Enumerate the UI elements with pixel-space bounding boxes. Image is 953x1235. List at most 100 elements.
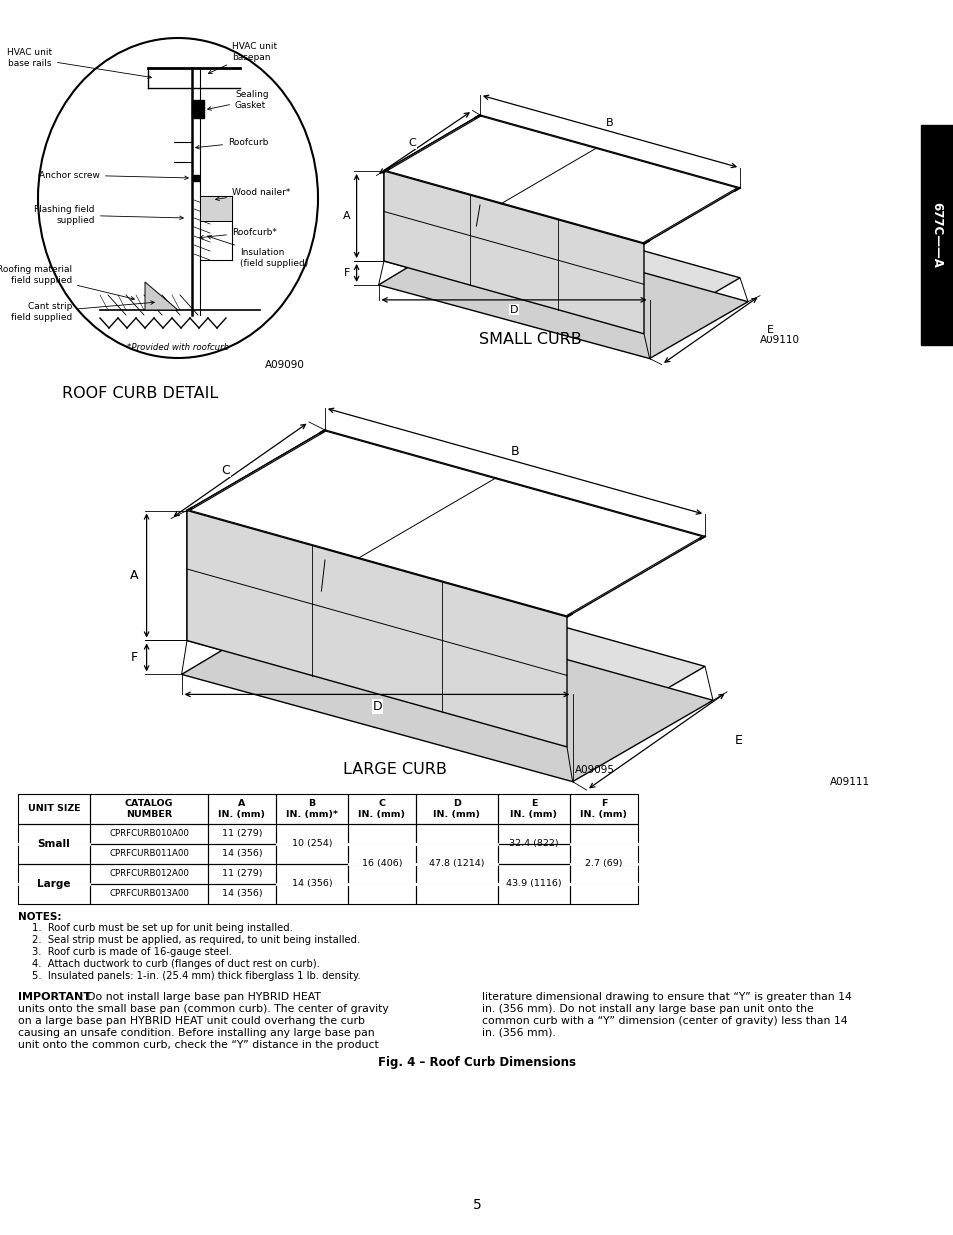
Bar <box>416 824 497 844</box>
Bar <box>18 844 90 864</box>
Text: C
IN. (mm): C IN. (mm) <box>358 799 405 819</box>
Text: in. (356 mm).: in. (356 mm). <box>481 1028 556 1037</box>
Text: 16 (406): 16 (406) <box>361 860 402 868</box>
Bar <box>90 844 208 864</box>
Text: A09111: A09111 <box>829 777 869 787</box>
Text: Roofcurb: Roofcurb <box>195 137 268 149</box>
Text: Sealing
Gasket: Sealing Gasket <box>208 90 269 110</box>
Bar <box>569 844 638 864</box>
Polygon shape <box>384 170 643 333</box>
Text: E
IN. (mm): E IN. (mm) <box>510 799 557 819</box>
Text: 5: 5 <box>472 1198 481 1212</box>
Bar <box>920 125 953 345</box>
Text: in. (356 mm). Do not install any large base pan unit onto the: in. (356 mm). Do not install any large b… <box>481 1004 813 1014</box>
Text: common curb with a “Y” dimension (center of gravity) less than 14: common curb with a “Y” dimension (center… <box>481 1016 846 1026</box>
Text: A09110: A09110 <box>760 335 800 345</box>
Bar <box>200 196 232 221</box>
Bar <box>348 884 416 904</box>
Text: CPRFCURB012A00: CPRFCURB012A00 <box>109 869 189 878</box>
Bar <box>497 884 569 904</box>
Text: HVAC unit
basepan: HVAC unit basepan <box>208 42 276 74</box>
Bar <box>569 794 638 824</box>
Text: Flashing field
supplied: Flashing field supplied <box>34 205 183 225</box>
Text: F: F <box>131 651 138 664</box>
Bar <box>208 794 275 824</box>
Text: Roofcurb*: Roofcurb* <box>199 227 276 240</box>
Text: F
IN. (mm): F IN. (mm) <box>579 799 627 819</box>
Polygon shape <box>384 115 740 243</box>
Text: A09090: A09090 <box>265 359 305 370</box>
Text: *Provided with roofcurb: *Provided with roofcurb <box>127 343 229 352</box>
Text: CPRFCURB013A00: CPRFCURB013A00 <box>109 889 189 899</box>
Bar <box>569 824 638 844</box>
Text: Fig. 4 – Roof Curb Dimensions: Fig. 4 – Roof Curb Dimensions <box>377 1056 576 1070</box>
Text: E: E <box>735 735 742 747</box>
Text: B
IN. (mm)*: B IN. (mm)* <box>286 799 337 819</box>
Bar <box>90 824 208 844</box>
Polygon shape <box>378 226 747 358</box>
Polygon shape <box>384 205 740 333</box>
Bar <box>348 794 416 824</box>
Text: Wood nailer*: Wood nailer* <box>215 188 290 200</box>
Text: 14 (356): 14 (356) <box>221 850 262 858</box>
Bar <box>90 864 208 884</box>
Text: ROOF CURB DETAIL: ROOF CURB DETAIL <box>62 385 218 400</box>
Text: D
IN. (mm): D IN. (mm) <box>433 799 480 819</box>
Text: 677C——A: 677C——A <box>929 203 943 268</box>
Bar <box>416 864 497 884</box>
Text: units onto the small base pan (common curb). The center of gravity: units onto the small base pan (common cu… <box>18 1004 388 1014</box>
Text: CPRFCURB011A00: CPRFCURB011A00 <box>109 850 189 858</box>
Bar <box>208 824 275 844</box>
Polygon shape <box>187 430 325 641</box>
Bar <box>208 884 275 904</box>
Polygon shape <box>181 592 712 782</box>
Bar <box>348 844 416 864</box>
Text: : Do not install large base pan HYBRID HEAT: : Do not install large base pan HYBRID H… <box>80 992 320 1002</box>
Bar <box>275 884 348 904</box>
Bar <box>348 824 416 844</box>
Text: LARGE CURB: LARGE CURB <box>343 762 446 778</box>
Text: literature dimensional drawing to ensure that “Y” is greater than 14: literature dimensional drawing to ensure… <box>481 992 851 1002</box>
Bar <box>416 844 497 864</box>
Bar <box>569 864 638 884</box>
Text: 10 (254): 10 (254) <box>292 840 332 848</box>
Bar <box>18 884 90 904</box>
Bar <box>192 100 204 119</box>
Bar <box>497 824 569 844</box>
Bar <box>275 864 348 884</box>
Polygon shape <box>190 431 701 616</box>
Polygon shape <box>187 559 704 747</box>
Bar <box>348 864 416 884</box>
Text: 32.4 (822): 32.4 (822) <box>509 840 558 848</box>
Bar <box>275 844 348 864</box>
Text: A: A <box>131 569 139 582</box>
Text: 43.9 (1116): 43.9 (1116) <box>506 879 561 888</box>
Text: 1.  Roof curb must be set up for unit being installed.: 1. Roof curb must be set up for unit bei… <box>32 923 293 932</box>
Polygon shape <box>384 115 479 261</box>
Text: Cant strip
field supplied: Cant strip field supplied <box>10 301 154 321</box>
Text: 4.  Attach ductwork to curb (flanges of duct rest on curb).: 4. Attach ductwork to curb (flanges of d… <box>32 960 319 969</box>
Text: UNIT SIZE: UNIT SIZE <box>28 804 80 814</box>
Text: Small: Small <box>37 839 71 848</box>
Text: Roofing material
field supplied: Roofing material field supplied <box>0 266 134 300</box>
Bar <box>90 794 208 824</box>
Polygon shape <box>387 116 737 242</box>
Text: A
IN. (mm): A IN. (mm) <box>218 799 265 819</box>
Bar <box>275 794 348 824</box>
Bar <box>569 884 638 904</box>
Bar <box>497 864 569 884</box>
Bar <box>18 864 90 884</box>
Text: 2.  Seal strip must be applied, as required, to unit being installed.: 2. Seal strip must be applied, as requir… <box>32 935 360 945</box>
Text: 14 (356): 14 (356) <box>292 879 332 888</box>
Text: C: C <box>408 138 416 148</box>
Bar <box>275 824 348 844</box>
Text: B: B <box>605 119 613 128</box>
Text: 14 (356): 14 (356) <box>221 889 262 899</box>
Text: on a large base pan HYBRID HEAT unit could overhang the curb: on a large base pan HYBRID HEAT unit cou… <box>18 1016 365 1026</box>
Text: causing an unsafe condition. Before installing any large base pan: causing an unsafe condition. Before inst… <box>18 1028 375 1037</box>
Bar <box>416 884 497 904</box>
Text: HVAC unit
base rails: HVAC unit base rails <box>7 48 152 79</box>
Text: 47.8 (1214): 47.8 (1214) <box>429 860 484 868</box>
Bar <box>18 824 90 844</box>
Text: Large: Large <box>37 879 71 889</box>
